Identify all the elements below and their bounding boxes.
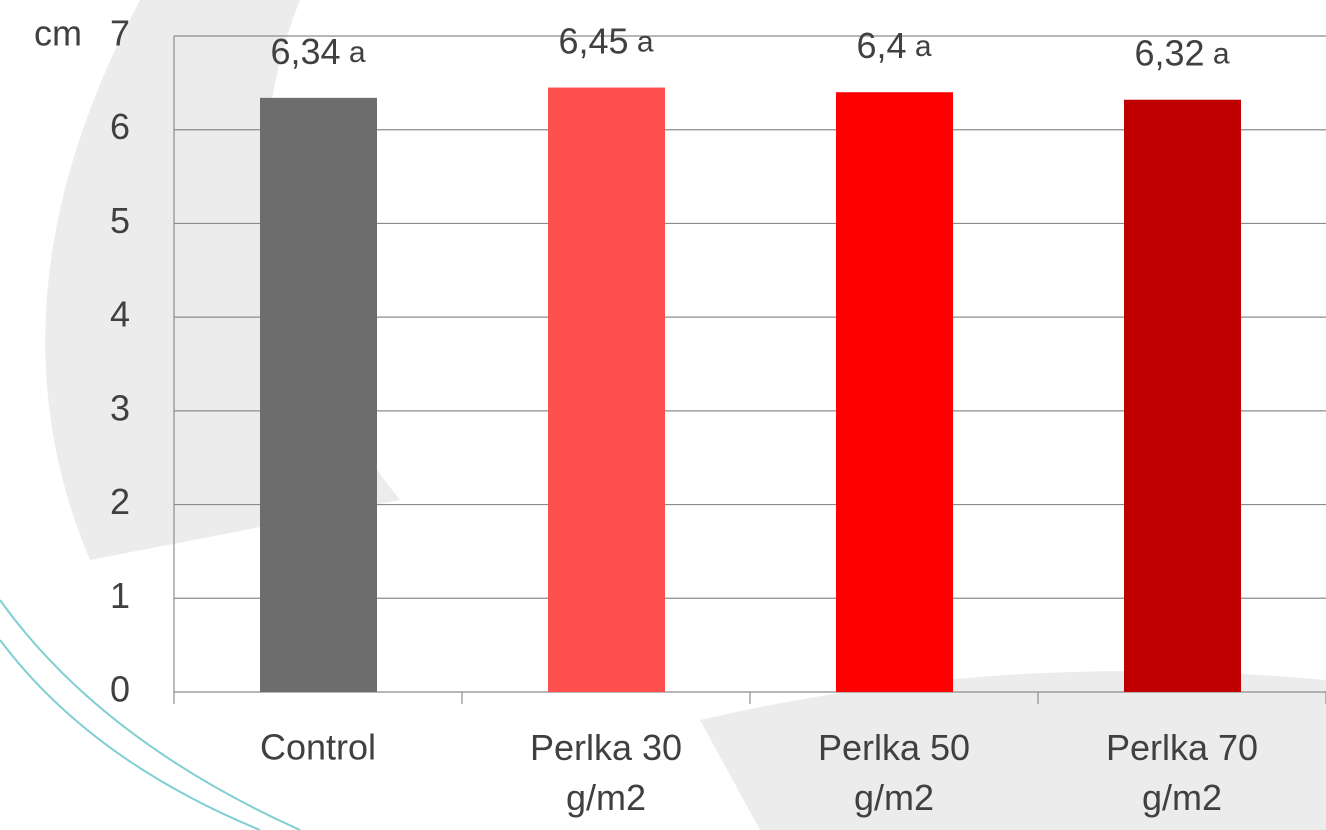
y-tick-label: 4: [110, 294, 130, 335]
y-tick-label: 5: [110, 200, 130, 241]
letter-label: [1205, 38, 1213, 71]
significance-letter: a: [915, 30, 932, 63]
value-label: 6,32: [1134, 32, 1204, 73]
significance-letter: a: [349, 36, 366, 69]
x-tick-label: Perlka 70 g/m2: [1106, 727, 1258, 818]
y-axis-label: cm: [34, 13, 82, 54]
y-tick-label: 1: [110, 575, 130, 616]
significance-letter: a: [637, 25, 654, 58]
x-tick-label-line: g/m2: [854, 777, 934, 818]
letter-label: [907, 30, 915, 63]
y-tick-label: 7: [110, 13, 130, 54]
value-label: 6,45: [558, 20, 628, 61]
y-tick-label: 2: [110, 481, 130, 522]
x-tick-label-line: Perlka 50: [818, 727, 970, 768]
value-label: 6,4: [856, 25, 906, 66]
data-label: 6,32 a: [1134, 32, 1229, 73]
bar: [260, 97, 377, 692]
x-tick-label-line: Perlka 70: [1106, 727, 1258, 768]
x-tick-label: Control: [260, 727, 376, 768]
data-label: 6,4 a: [856, 25, 931, 66]
x-tick-label: Perlka 30 g/m2: [530, 727, 682, 818]
letter-label: [341, 36, 349, 69]
significance-letter: a: [1213, 38, 1230, 71]
data-label: 6,45 a: [558, 20, 653, 61]
x-tick-label-line: Perlka 30: [530, 727, 682, 768]
data-label: 6,34 a: [270, 30, 365, 71]
x-tick-label-line: g/m2: [566, 777, 646, 818]
y-tick-label: 0: [110, 669, 130, 710]
letter-label: [629, 25, 637, 58]
x-tick-label-line: g/m2: [1142, 777, 1222, 818]
bar: [836, 92, 953, 692]
y-tick-label: 3: [110, 387, 130, 428]
y-tick-label: 6: [110, 106, 130, 147]
bar: [1124, 99, 1241, 693]
bar: [548, 87, 665, 693]
x-tick-label: Perlka 50 g/m2: [818, 727, 970, 818]
value-label: 6,34: [270, 30, 340, 71]
